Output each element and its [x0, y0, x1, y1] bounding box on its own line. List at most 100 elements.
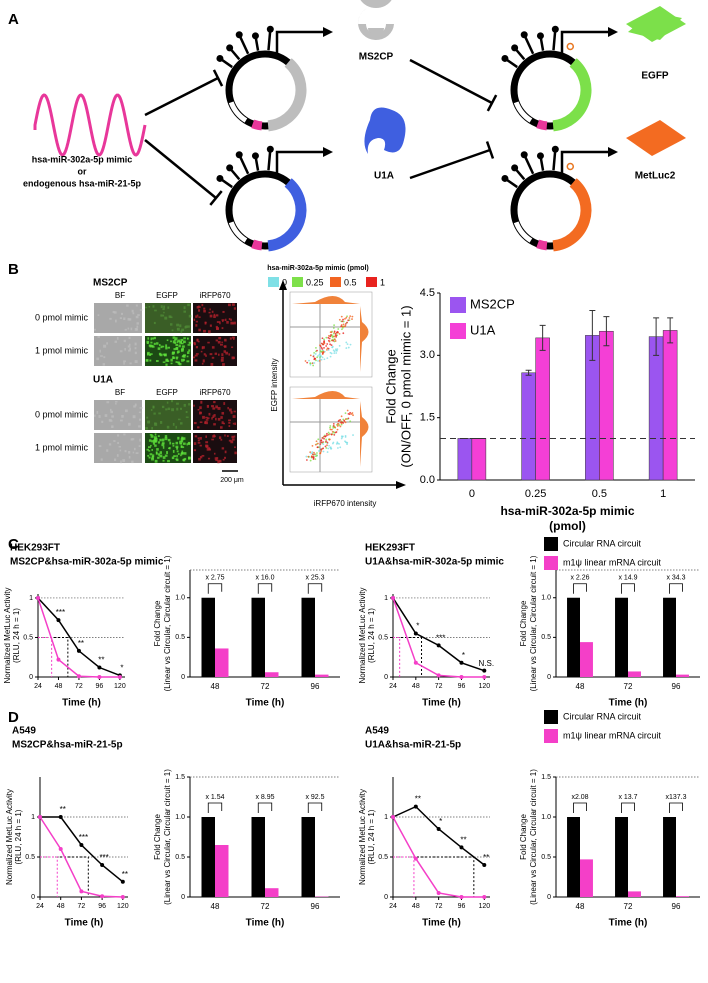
flow-event	[327, 339, 330, 342]
flow-event	[322, 343, 325, 346]
y-axis-label: (Linear vs Circular, Circular circuit = …	[163, 769, 172, 905]
cell	[197, 437, 200, 440]
cell	[187, 344, 191, 346]
cell	[217, 407, 221, 410]
cell	[151, 454, 155, 458]
flow-event	[323, 437, 325, 440]
cell	[158, 412, 161, 415]
x-axis-label: hsa-miR-302a-5p mimic	[500, 504, 634, 518]
flow-event	[324, 435, 327, 438]
cell	[196, 306, 200, 309]
significance-label: **	[60, 805, 66, 814]
bar	[521, 372, 536, 481]
bar	[615, 817, 628, 897]
flow-event	[309, 362, 312, 365]
flow-event	[326, 432, 328, 435]
cell	[106, 401, 110, 404]
flow-event	[320, 358, 323, 361]
x-tick-label: 48	[412, 683, 420, 690]
cell	[139, 309, 143, 311]
flow-event	[345, 316, 348, 319]
flow-event	[346, 409, 349, 412]
cell	[176, 402, 179, 405]
cell	[230, 318, 232, 321]
inhibition-bar	[212, 69, 224, 87]
cell	[187, 441, 191, 445]
x-tick-label: 96	[672, 682, 681, 691]
cell	[100, 355, 103, 357]
series-point	[120, 879, 125, 884]
chart-title: MS2CP&hsa-miR-302a-5p mimic	[10, 557, 164, 568]
cell	[162, 314, 165, 317]
stem-loop	[523, 34, 535, 55]
y-axis-label: (Linear vs Circular, Circular circuit = …	[163, 555, 172, 691]
flow-event	[335, 334, 337, 337]
flow-event	[346, 315, 348, 318]
binding-site	[566, 42, 575, 51]
bar	[663, 817, 676, 897]
flow-event	[338, 332, 341, 335]
cell	[132, 415, 136, 419]
ires-box	[228, 221, 248, 243]
cell	[170, 340, 172, 343]
flow-legend-label: 0.5	[344, 277, 357, 287]
x-tick-label: 24	[389, 903, 397, 910]
bar	[265, 672, 279, 677]
inhibition-line	[409, 148, 491, 180]
cell	[185, 416, 189, 419]
flow-event	[320, 450, 323, 452]
cell	[219, 343, 223, 346]
cell	[219, 321, 221, 325]
flow-event	[325, 438, 327, 441]
cell	[171, 456, 175, 460]
y-tick-label: 0.5	[541, 634, 551, 641]
chart-title: HEK293FT	[10, 543, 60, 554]
cell	[176, 450, 179, 453]
cell	[167, 459, 170, 463]
cell	[154, 444, 157, 447]
cell	[164, 316, 168, 320]
cell	[204, 321, 207, 325]
flow-event	[344, 323, 347, 325]
x-tick-label: 120	[117, 903, 129, 910]
cell	[231, 303, 235, 306]
y-axis-label: Fold Change	[153, 814, 162, 860]
coding-region	[552, 178, 592, 252]
ires-box	[513, 101, 533, 123]
cell	[100, 458, 103, 461]
comparison-bracket	[669, 802, 683, 813]
ires-region	[536, 239, 548, 251]
comparison-bracket	[573, 583, 587, 594]
x-tick-label: 120	[478, 683, 490, 690]
cell	[151, 457, 154, 461]
metluc-shape	[626, 120, 686, 156]
series-point	[100, 863, 105, 867]
significance-label: *	[439, 817, 442, 826]
cell	[162, 361, 166, 363]
series-point	[97, 665, 102, 670]
cell	[165, 363, 168, 366]
stem-loop-head	[551, 25, 559, 33]
bar	[676, 896, 689, 897]
cell	[135, 304, 138, 307]
cell	[205, 419, 209, 421]
flow-event	[320, 342, 323, 345]
flow-event	[326, 444, 328, 447]
cell	[153, 342, 156, 345]
series-point	[120, 895, 125, 899]
flow-event	[348, 317, 351, 319]
cell	[150, 409, 153, 411]
cell	[179, 407, 182, 410]
inhibition-line	[409, 58, 493, 105]
flow-event	[336, 349, 338, 352]
cell	[234, 451, 237, 455]
series-point	[76, 648, 81, 653]
cell	[197, 426, 200, 429]
series-point	[436, 827, 441, 831]
cell	[179, 442, 183, 445]
cell	[115, 402, 117, 405]
series-point	[38, 815, 42, 819]
cell	[233, 410, 236, 413]
flow-event	[327, 336, 330, 339]
cell	[161, 442, 165, 445]
